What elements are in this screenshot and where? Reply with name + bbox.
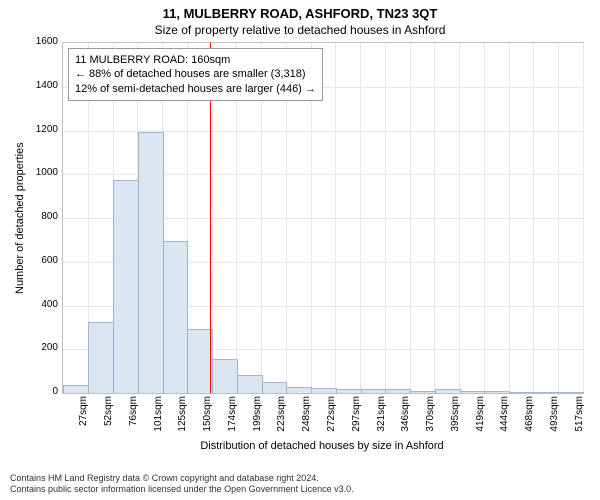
x-tick-label: 272sqm (326, 396, 337, 436)
y-tick-label: 800 (22, 211, 58, 222)
x-tick-label: 517sqm (574, 396, 585, 436)
gridline (509, 43, 510, 393)
footer-attribution: Contains HM Land Registry data © Crown c… (10, 473, 590, 496)
x-tick-label: 27sqm (78, 396, 89, 436)
y-tick-label: 1400 (22, 80, 58, 91)
gridline (484, 43, 485, 393)
bar (237, 375, 263, 394)
gridline (385, 43, 386, 393)
gridline (533, 43, 534, 393)
bar (435, 389, 461, 393)
gridline (434, 43, 435, 393)
gridline (558, 43, 559, 393)
y-tick-label: 600 (22, 255, 58, 266)
gridline (459, 43, 460, 393)
x-tick-label: 150sqm (202, 396, 213, 436)
bar (484, 391, 510, 393)
footer-line: Contains public sector information licen… (10, 484, 590, 496)
y-tick-label: 0 (22, 386, 58, 397)
y-tick-label: 400 (22, 299, 58, 310)
y-tick-label: 1200 (22, 124, 58, 135)
x-tick-label: 101sqm (153, 396, 164, 436)
x-tick-label: 223sqm (276, 396, 287, 436)
x-tick-label: 174sqm (227, 396, 238, 436)
gridline (583, 43, 584, 393)
x-tick-label: 346sqm (400, 396, 411, 436)
annotation-line: ← 88% of detached houses are smaller (3,… (75, 67, 316, 81)
bar (212, 359, 238, 393)
bar (163, 241, 189, 393)
x-tick-label: 321sqm (376, 396, 387, 436)
bar (286, 387, 312, 393)
annotation-box: 11 MULBERRY ROAD: 160sqm ← 88% of detach… (68, 48, 323, 101)
bar (385, 389, 411, 393)
chart-subtitle: Size of property relative to detached ho… (0, 21, 600, 37)
bar (63, 385, 89, 393)
y-tick-label: 200 (22, 342, 58, 353)
x-tick-label: 125sqm (177, 396, 188, 436)
bar (262, 382, 288, 393)
chart-title: 11, MULBERRY ROAD, ASHFORD, TN23 3QT (0, 0, 600, 21)
chart-container: 11, MULBERRY ROAD, ASHFORD, TN23 3QT Siz… (0, 0, 600, 500)
x-tick-label: 76sqm (128, 396, 139, 436)
bar (311, 388, 337, 393)
x-tick-label: 248sqm (301, 396, 312, 436)
bar (88, 322, 114, 393)
x-tick-label: 52sqm (103, 396, 114, 436)
gridline (335, 43, 336, 393)
annotation-line: 12% of semi-detached houses are larger (… (75, 82, 316, 96)
bar (559, 392, 585, 393)
bar (336, 389, 362, 393)
footer-line: Contains HM Land Registry data © Crown c… (10, 473, 590, 485)
bar (410, 391, 436, 393)
x-tick-label: 370sqm (425, 396, 436, 436)
x-tick-label: 199sqm (252, 396, 263, 436)
x-tick-label: 297sqm (351, 396, 362, 436)
bar (460, 391, 486, 393)
y-tick-label: 1600 (22, 36, 58, 47)
y-tick-label: 1000 (22, 167, 58, 178)
gridline (360, 43, 361, 393)
x-tick-label: 419sqm (475, 396, 486, 436)
bar (138, 132, 164, 393)
bar (361, 389, 387, 393)
x-tick-label: 395sqm (450, 396, 461, 436)
gridline (410, 43, 411, 393)
bar (509, 392, 535, 393)
annotation-line: 11 MULBERRY ROAD: 160sqm (75, 53, 316, 67)
x-tick-label: 468sqm (524, 396, 535, 436)
x-tick-label: 493sqm (549, 396, 560, 436)
x-tick-label: 444sqm (499, 396, 510, 436)
bar (113, 180, 139, 393)
bar (534, 392, 560, 393)
x-axis-label: Distribution of detached houses by size … (62, 440, 582, 452)
